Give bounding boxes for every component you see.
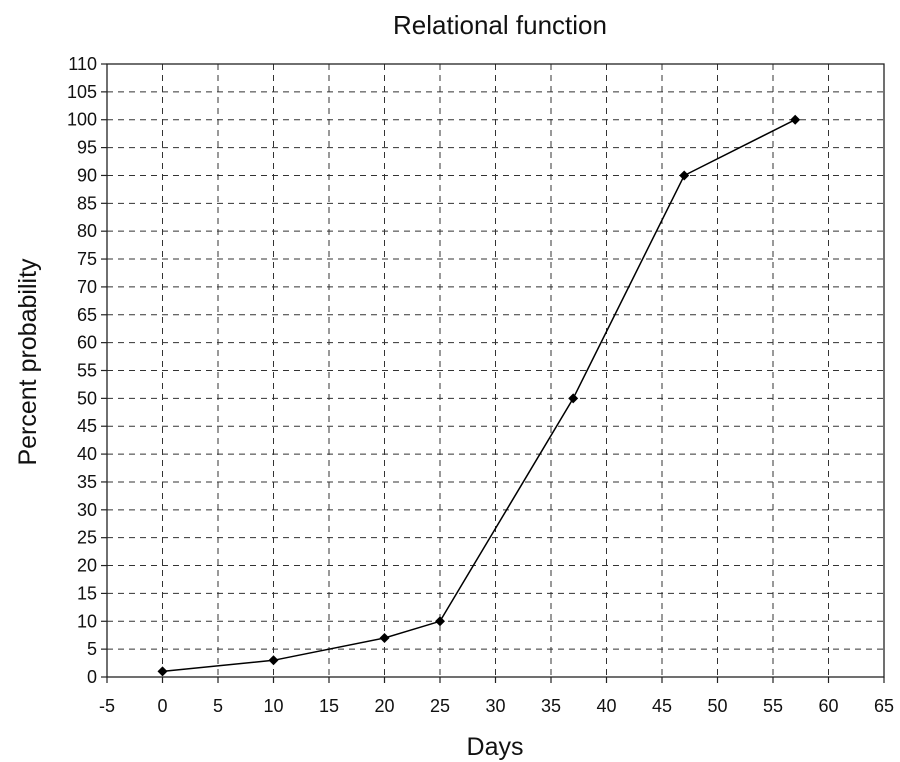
data-point-marker — [435, 616, 445, 627]
y-tick-label: 10 — [77, 611, 97, 631]
y-tick-label: 25 — [77, 528, 97, 548]
x-tick-label: 0 — [157, 696, 167, 716]
y-tick-label: 45 — [77, 416, 97, 436]
y-tick-label: 110 — [68, 54, 97, 74]
y-tick-label: 105 — [67, 82, 97, 102]
y-tick-label: 20 — [77, 556, 97, 576]
y-tick-label: 50 — [77, 388, 97, 408]
x-tick-label: 15 — [319, 696, 339, 716]
x-tick-label: -5 — [99, 696, 115, 716]
x-tick-label: 30 — [485, 696, 505, 716]
data-point-marker — [790, 114, 801, 125]
x-tick-label: 50 — [707, 696, 727, 716]
y-tick-label: 5 — [87, 639, 97, 659]
x-tick-label: 60 — [818, 696, 838, 716]
data-point-marker — [379, 632, 390, 643]
grid-lines — [107, 64, 884, 677]
data-point-marker — [268, 655, 279, 666]
y-tick-label: 0 — [87, 667, 97, 687]
y-axis-label: Percent probability — [14, 258, 42, 466]
x-tick-label: 40 — [596, 696, 616, 716]
axes: 0510152025303540455055606570758085909510… — [67, 54, 894, 716]
chart-title: Relational function — [393, 10, 607, 40]
y-tick-label: 60 — [77, 333, 97, 353]
y-tick-label: 90 — [77, 165, 97, 185]
x-tick-label: 35 — [541, 696, 561, 716]
y-tick-label: 95 — [77, 138, 97, 158]
y-tick-label: 70 — [77, 277, 97, 297]
y-tick-label: 15 — [77, 583, 97, 603]
y-tick-label: 80 — [77, 221, 97, 241]
y-tick-label: 55 — [77, 361, 97, 381]
y-tick-label: 85 — [77, 193, 97, 213]
data-point-marker — [157, 666, 168, 677]
x-tick-label: 20 — [374, 696, 394, 716]
x-axis-label: Days — [467, 733, 524, 761]
y-tick-label: 75 — [77, 249, 97, 269]
y-tick-label: 40 — [77, 444, 97, 464]
x-tick-label: 55 — [763, 696, 783, 716]
data-point-marker — [568, 393, 579, 404]
y-tick-label: 35 — [77, 472, 97, 492]
x-tick-label: 45 — [652, 696, 672, 716]
data-point-marker — [679, 170, 690, 181]
series-line — [162, 119, 796, 673]
x-tick-label: 5 — [213, 696, 223, 716]
data-series — [157, 114, 801, 677]
y-tick-label: 65 — [77, 305, 97, 325]
x-tick-label: 25 — [430, 696, 450, 716]
y-tick-label: 30 — [77, 500, 97, 520]
y-tick-label: 100 — [67, 110, 97, 130]
x-tick-label: 10 — [263, 696, 283, 716]
x-tick-label: 65 — [874, 696, 894, 716]
